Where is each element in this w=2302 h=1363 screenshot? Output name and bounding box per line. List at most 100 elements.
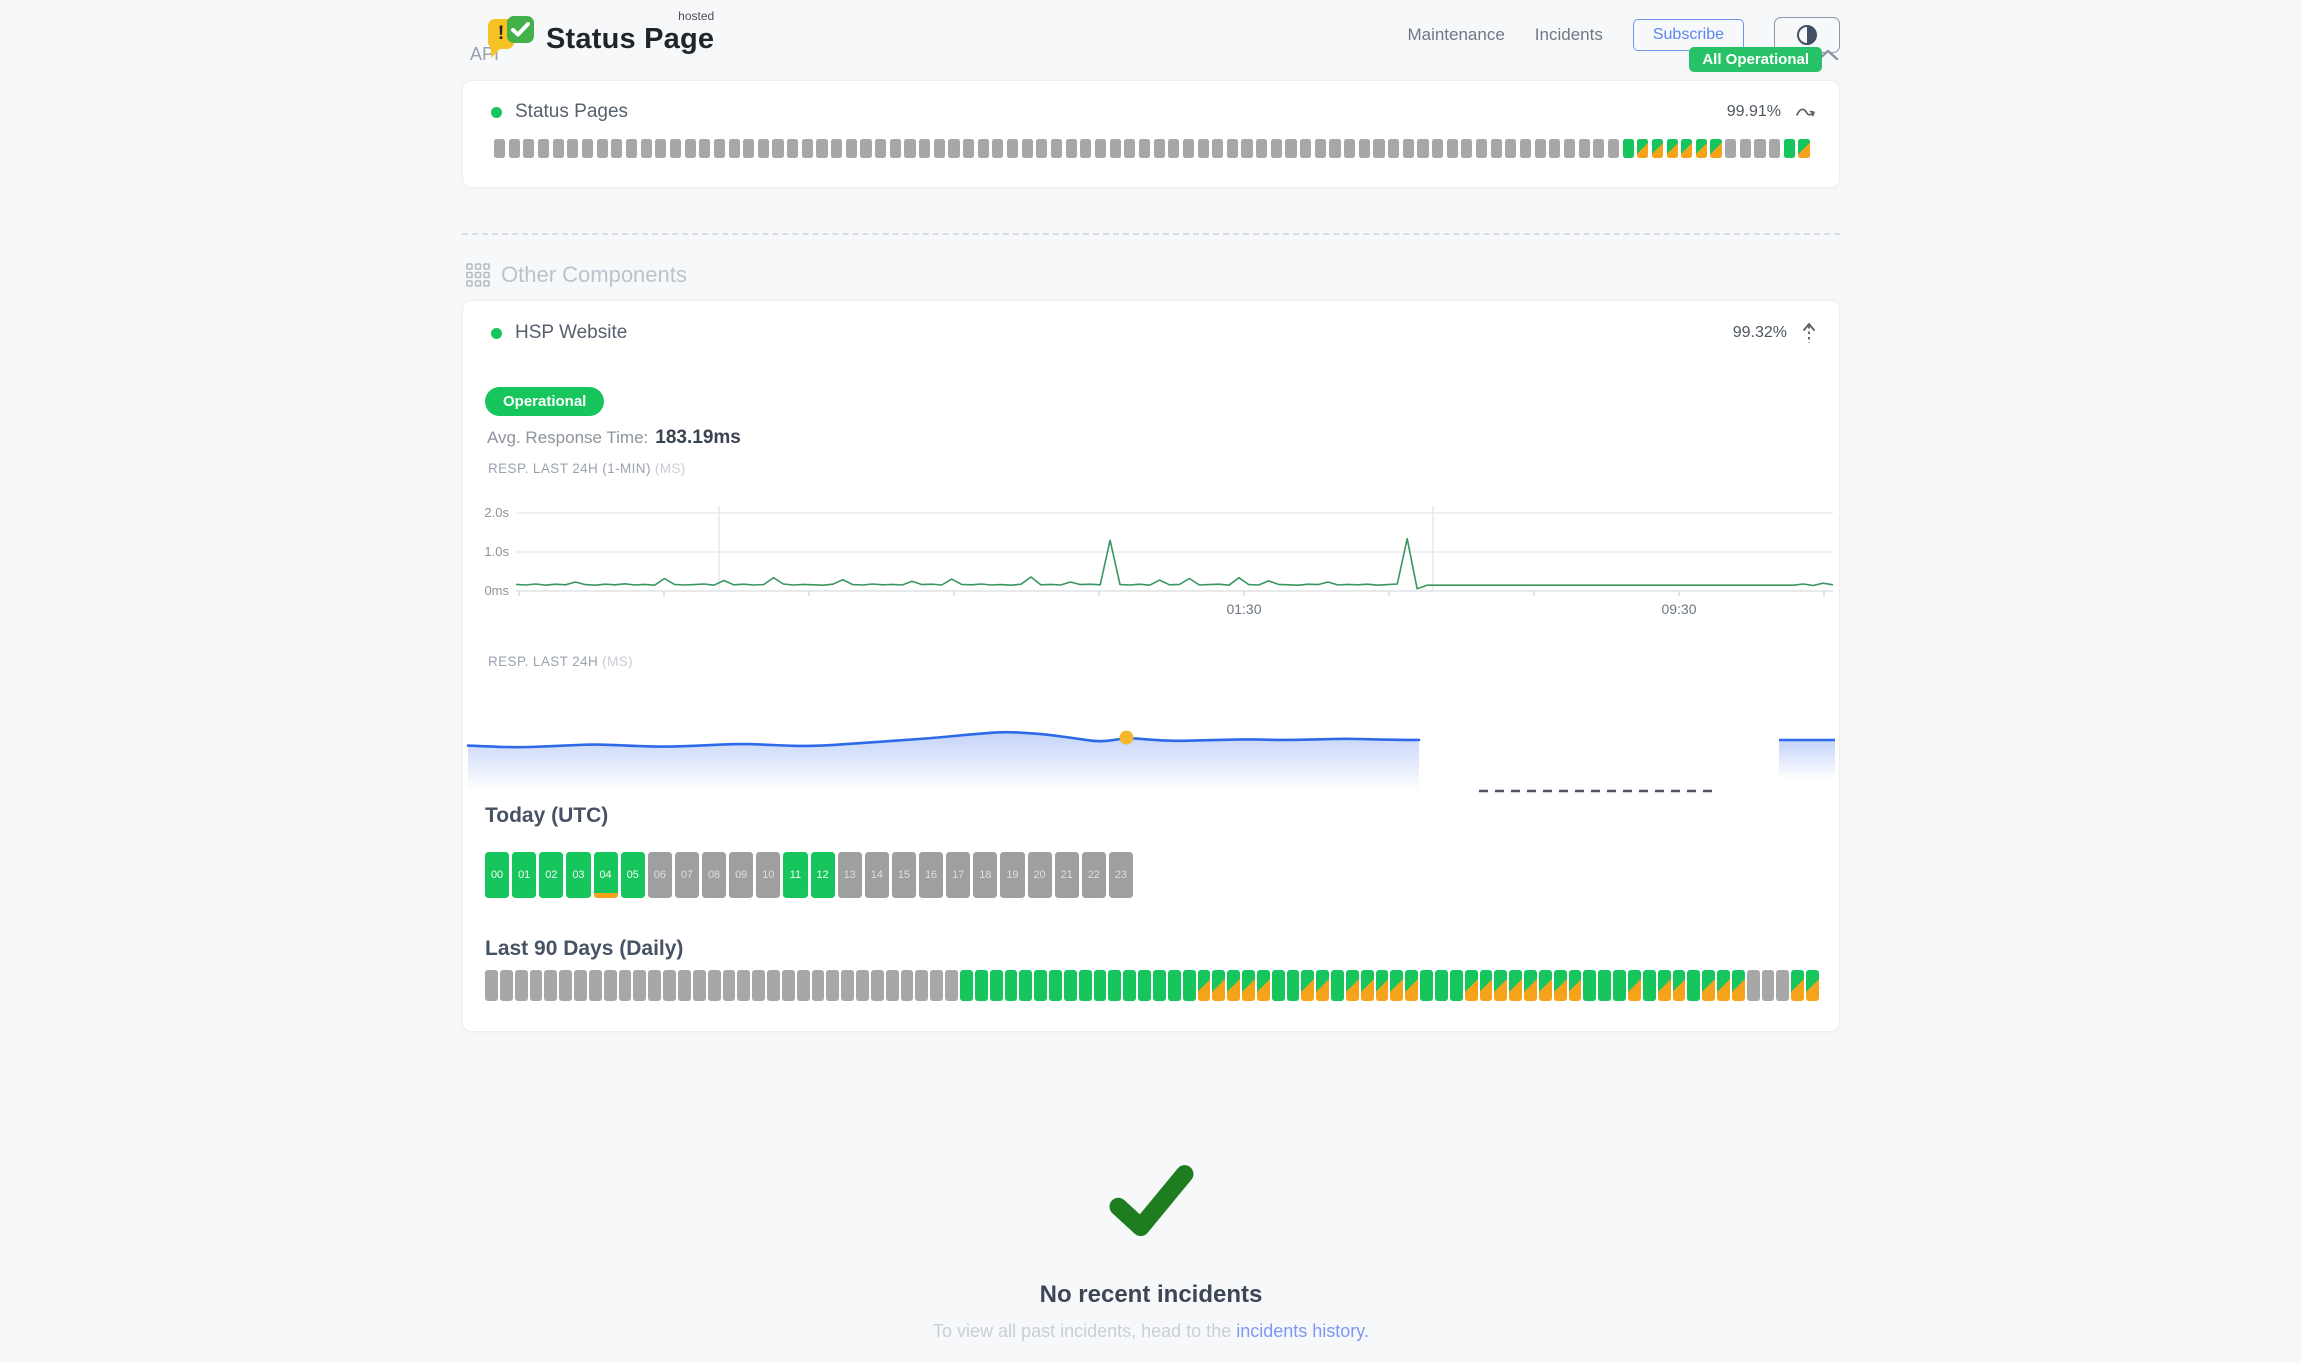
uptime-bar[interactable] [826,970,840,1001]
uptime-bar[interactable] [1153,139,1165,158]
uptime-bar[interactable] [537,139,550,158]
uptime-bar[interactable] [728,139,740,158]
collapse-arrow-icon[interactable] [1801,321,1817,345]
uptime-bar[interactable] [707,970,721,1001]
uptime-bar[interactable] [559,970,573,1001]
uptime-bar[interactable] [1607,139,1620,158]
uptime-bar[interactable] [1004,970,1018,1001]
uptime-bar[interactable] [514,970,528,1001]
hour-cell[interactable]: 12 [810,852,835,898]
uptime-bar[interactable] [930,970,944,1001]
uptime-bar[interactable] [1769,139,1781,158]
hour-cell[interactable]: 19 [1000,852,1025,898]
uptime-bar[interactable] [1316,970,1330,1001]
uptime-bar[interactable] [933,139,945,158]
uptime-bar[interactable] [1270,139,1282,158]
uptime-bar[interactable] [1182,139,1194,158]
uptime-bar[interactable] [1494,970,1508,1001]
uptime-bar[interactable] [1286,970,1300,1001]
uptime-bar[interactable] [963,139,975,158]
uptime-bar[interactable] [1420,970,1433,1001]
uptime-bar[interactable] [885,970,899,1001]
uptime-bar[interactable] [915,970,929,1001]
hour-cell[interactable]: 04 [593,852,618,898]
uptime-bar[interactable] [1622,139,1634,158]
uptime-bar[interactable] [1285,139,1297,158]
uptime-bar[interactable] [796,970,810,1001]
uptime-bar[interactable] [1534,139,1546,158]
uptime-bar[interactable] [1776,970,1790,1001]
uptime-bar[interactable] [1725,139,1737,158]
uptime-bar[interactable] [1681,139,1693,158]
hour-cell[interactable]: 02 [539,852,564,898]
uptime-bar[interactable] [581,139,594,158]
uptime-bar[interactable] [603,970,617,1001]
uptime-bar[interactable] [1301,970,1315,1001]
uptime-bar[interactable] [1598,970,1612,1001]
uptime-bar[interactable] [1300,139,1312,158]
hour-cell[interactable]: 21 [1054,852,1079,898]
uptime-bar[interactable] [1627,970,1641,1001]
uptime-bar[interactable] [752,970,766,1001]
uptime-bar[interactable] [1388,139,1400,158]
uptime-bar[interactable] [1695,139,1707,158]
uptime-bar[interactable] [801,139,813,158]
uptime-bar[interactable] [611,139,623,158]
uptime-bar[interactable] [889,139,901,158]
uptime-bar[interactable] [692,970,706,1001]
hour-cell[interactable]: 09 [729,852,754,898]
uptime-bar[interactable] [1124,139,1136,158]
uptime-bar[interactable] [831,139,843,158]
hour-cell[interactable]: 10 [756,852,781,898]
uptime-bar[interactable] [1791,970,1805,1001]
uptime-bar[interactable] [1226,139,1238,158]
uptime-bar[interactable] [1006,139,1019,158]
uptime-bar[interactable] [1553,970,1567,1001]
uptime-bar[interactable] [1806,970,1819,1001]
uptime-bar[interactable] [633,970,647,1001]
uptime-bar[interactable] [1049,970,1062,1001]
uptime-bar[interactable] [1138,139,1151,158]
uptime-bar[interactable] [1417,139,1429,158]
uptime-bar[interactable] [1050,139,1063,158]
uptime-bar[interactable] [1538,970,1552,1001]
uptime-bar[interactable] [574,970,587,1001]
uptime-bar[interactable] [1167,970,1181,1001]
hour-cell[interactable]: 11 [783,852,808,898]
hour-cell[interactable]: 03 [566,852,591,898]
response-time-area-chart[interactable] [463,696,1841,806]
uptime-bar[interactable] [529,970,543,1001]
uptime-bar[interactable] [1241,139,1253,158]
uptime-bar[interactable] [1461,139,1473,158]
subscribe-button[interactable]: Subscribe [1632,19,1744,51]
uptime-bar[interactable] [1019,970,1033,1001]
hour-cell[interactable]: 23 [1108,852,1133,898]
uptime-bar[interactable] [544,970,558,1001]
uptime-bar[interactable] [1583,970,1597,1001]
uptime-bar[interactable] [1435,970,1448,1001]
uptime-bar[interactable] [841,970,855,1001]
uptime-bar[interactable] [508,139,520,158]
uptime-bar[interactable] [1242,970,1255,1001]
hour-cell[interactable]: 13 [837,852,862,898]
uptime-bar[interactable] [1373,139,1385,158]
chevron-up-icon[interactable] [1816,48,1840,62]
uptime-bar[interactable] [1197,139,1209,158]
uptime-bar[interactable] [767,970,780,1001]
uptime-bar[interactable] [1168,139,1180,158]
uptime-bar[interactable] [625,139,638,158]
uptime-bar[interactable] [1446,139,1458,158]
uptime-bar[interactable] [1360,970,1374,1001]
uptime-bar[interactable] [1739,139,1751,158]
uptime-bar[interactable] [552,139,564,158]
uptime-bar[interactable] [948,139,960,158]
uptime-bar[interactable] [1093,970,1107,1001]
uptime-bar[interactable] [648,970,662,1001]
uptime-bar[interactable] [977,139,989,158]
uptime-bar[interactable] [618,970,632,1001]
uptime-bar[interactable] [875,139,887,158]
uptime-bar[interactable] [1331,970,1344,1001]
uptime-bar[interactable] [1271,970,1285,1001]
hour-cell[interactable]: 05 [620,852,645,898]
uptime-bar[interactable] [1687,970,1701,1001]
